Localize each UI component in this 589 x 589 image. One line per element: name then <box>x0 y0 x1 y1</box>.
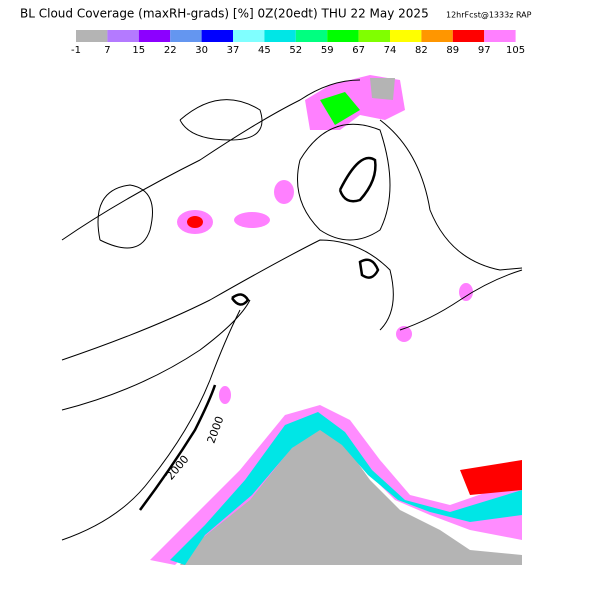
colorbar-swatch <box>107 30 139 42</box>
cloud-patch <box>234 212 270 228</box>
contour-bold <box>358 258 380 279</box>
contour-bold <box>230 293 250 306</box>
contour <box>61 309 241 541</box>
colorbar-label: 30 <box>195 45 208 56</box>
contour-bold <box>338 156 377 203</box>
colorbar-swatch <box>452 30 485 42</box>
subtitle: 12hrFcst@1333z RAP <box>446 11 532 20</box>
map: 2000 2000 <box>61 62 523 565</box>
cloud-patch <box>274 180 294 204</box>
colorbar-swatch <box>421 30 453 42</box>
contour <box>61 79 361 241</box>
colorbar-swatch <box>390 30 422 42</box>
cloud-patch <box>320 92 360 125</box>
coastline <box>399 269 523 331</box>
colorbar-label: 74 <box>384 45 397 56</box>
contour-bold <box>138 384 217 511</box>
colorbar-swatch <box>233 30 265 42</box>
colorbar-label: 37 <box>227 45 240 56</box>
colorbar-swatch <box>76 30 108 42</box>
colorbar-swatch <box>201 30 233 42</box>
colorbar-swatch <box>295 30 328 42</box>
colorbar-label: 22 <box>164 45 177 56</box>
colorbar-label: 105 <box>506 45 525 56</box>
cloud-patch <box>459 283 473 301</box>
contour <box>179 99 263 141</box>
colorbar-label: -1 <box>71 45 81 56</box>
colorbar-swatch <box>264 30 296 42</box>
colorbar-label: 15 <box>132 45 145 56</box>
contour <box>97 184 153 249</box>
colorbar-label: 82 <box>415 45 428 56</box>
contour <box>61 299 251 411</box>
cloud-patch <box>187 216 203 228</box>
contour <box>61 239 394 361</box>
cloud-patch <box>370 78 395 100</box>
cloud-patch <box>219 386 231 404</box>
colorbar-swatch <box>358 30 390 42</box>
contour <box>379 119 523 271</box>
colorbar-swatch <box>327 30 359 42</box>
colorbar-label: 97 <box>478 45 491 56</box>
terrain <box>180 420 522 565</box>
cloud-band <box>460 460 522 495</box>
colorbar-label: 52 <box>289 45 302 56</box>
cloud-band <box>170 412 522 565</box>
colorbar-swatch <box>138 30 171 42</box>
colorbar-label: 67 <box>352 45 365 56</box>
colorbar: -1 7 15 22 30 37 45 52 59 67 74 82 89 97 105 <box>71 30 525 56</box>
colorbar-label: 59 <box>321 45 334 56</box>
colorbar-label: 45 <box>258 45 271 56</box>
colorbar-label: 89 <box>446 45 459 56</box>
colorbar-swatch <box>170 30 202 42</box>
colorbar-label: 7 <box>104 45 110 56</box>
colorbar-swatch <box>484 30 516 42</box>
title: BL Cloud Coverage (maxRH-grads) [%] 0Z(2… <box>20 7 429 21</box>
contour <box>297 123 391 241</box>
